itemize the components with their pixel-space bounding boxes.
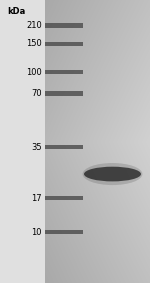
Ellipse shape: [82, 163, 142, 185]
Bar: [45, 196, 82, 200]
Bar: [45, 145, 82, 149]
Bar: [45, 42, 82, 46]
Text: 10: 10: [32, 228, 42, 237]
Bar: [45, 91, 82, 96]
Text: 210: 210: [26, 21, 42, 30]
Ellipse shape: [84, 167, 141, 181]
Bar: [45, 230, 82, 234]
Text: 70: 70: [31, 89, 42, 98]
Text: 35: 35: [31, 143, 42, 152]
Text: 150: 150: [26, 39, 42, 48]
Bar: [45, 23, 82, 28]
Text: kDa: kDa: [8, 7, 26, 16]
Bar: [45, 70, 82, 74]
Text: 17: 17: [31, 194, 42, 203]
Text: 100: 100: [26, 68, 42, 77]
